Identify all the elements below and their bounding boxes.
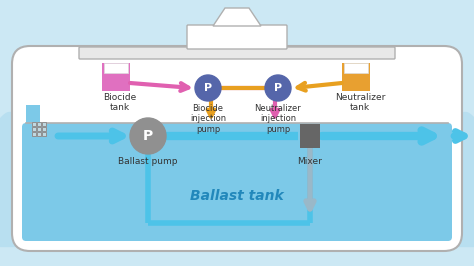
FancyBboxPatch shape [187, 25, 287, 49]
Circle shape [265, 75, 291, 101]
Text: Biocide
injection
pump: Biocide injection pump [190, 104, 226, 134]
Bar [344, 63, 368, 73]
Text: Biocide
tank: Biocide tank [103, 93, 137, 113]
Bar [33, 122, 36, 126]
FancyBboxPatch shape [22, 123, 452, 241]
Text: P: P [204, 83, 212, 93]
Bar [33, 127, 36, 131]
Text: Ballast tank: Ballast tank [190, 189, 284, 203]
Bar [33, 131, 36, 135]
Text: Mixer: Mixer [298, 157, 322, 166]
Text: P: P [143, 129, 153, 143]
Circle shape [195, 75, 221, 101]
Bar [37, 131, 42, 135]
Bar [104, 63, 128, 73]
Text: P: P [274, 83, 282, 93]
Bar [43, 131, 46, 135]
Polygon shape [213, 8, 261, 26]
Bar [102, 63, 130, 91]
Bar [43, 127, 46, 131]
FancyBboxPatch shape [79, 47, 395, 59]
Bar [43, 122, 46, 126]
FancyBboxPatch shape [12, 46, 462, 251]
Bar [37, 122, 42, 126]
Bar [37, 127, 42, 131]
Circle shape [130, 118, 166, 154]
Text: Neutralizer
tank: Neutralizer tank [335, 93, 385, 113]
Bar [300, 124, 320, 148]
Bar [342, 63, 370, 91]
Text: Ballast pump: Ballast pump [118, 157, 178, 166]
Text: Neutralizer
injection
pump: Neutralizer injection pump [255, 104, 301, 134]
FancyBboxPatch shape [26, 105, 40, 125]
